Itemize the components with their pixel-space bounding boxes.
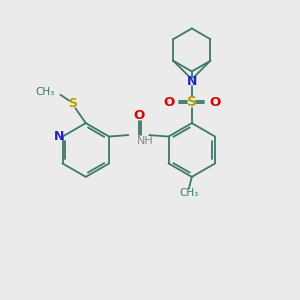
Text: O: O — [163, 96, 174, 109]
Text: N: N — [54, 130, 64, 143]
Text: CH₃: CH₃ — [35, 87, 54, 97]
Text: O: O — [209, 96, 220, 109]
Text: CH₃: CH₃ — [179, 188, 198, 198]
Text: N: N — [187, 75, 197, 88]
Text: NH: NH — [136, 136, 153, 146]
Text: S: S — [187, 95, 197, 109]
Text: S: S — [68, 97, 77, 110]
Text: O: O — [133, 109, 144, 122]
